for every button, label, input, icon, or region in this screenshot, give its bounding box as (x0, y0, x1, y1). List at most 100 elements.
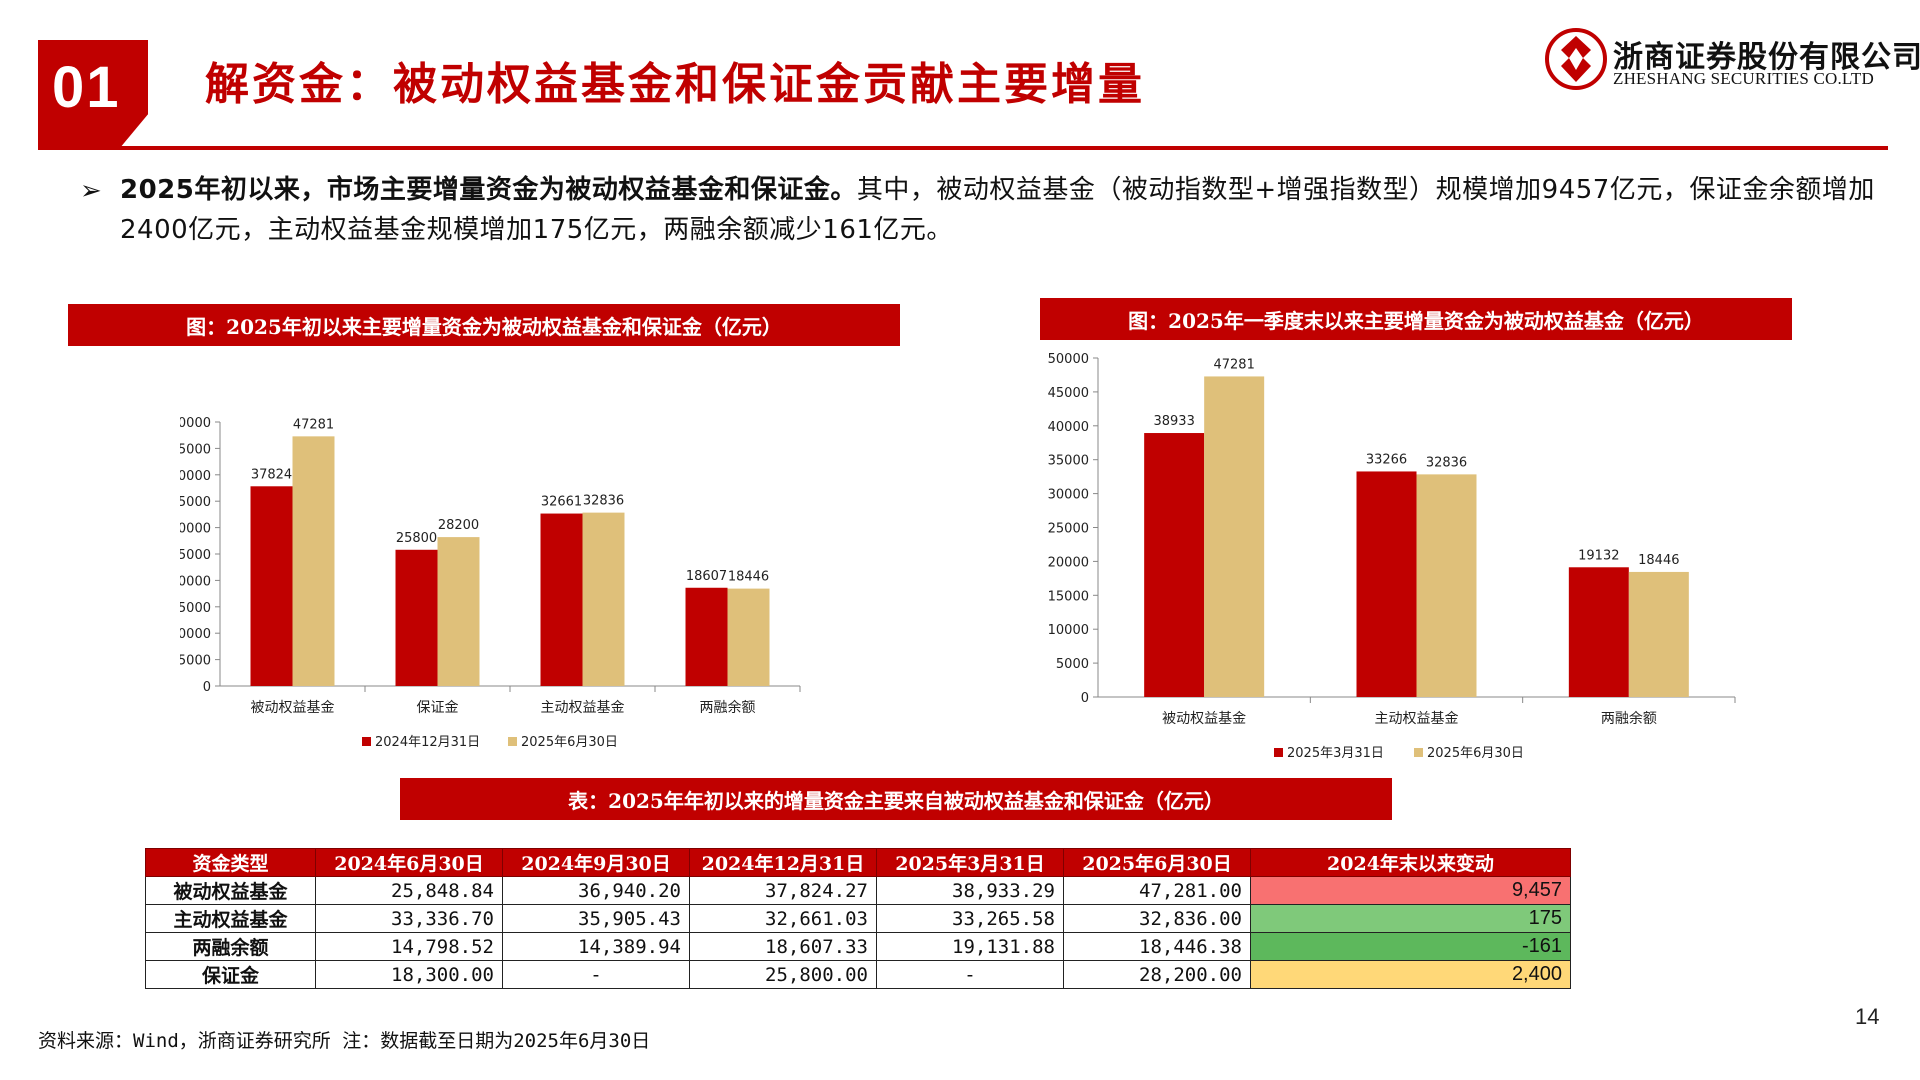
x-tick-label: 被动权益基金 (1162, 710, 1246, 727)
y-tick-label: 15000 (180, 601, 211, 616)
x-tick-label: 被动权益基金 (251, 699, 335, 716)
data-label: 18446 (1638, 553, 1679, 568)
change-cell: 9,457 (1250, 876, 1571, 905)
summary-bullet: 2025年初以来，市场主要增量资金为被动权益基金和保证金。其中，被动权益基金（被… (120, 170, 1880, 250)
y-tick-label: 25000 (1048, 522, 1089, 537)
bar (1416, 474, 1477, 697)
bar (292, 436, 335, 686)
data-label: 38933 (1153, 414, 1194, 429)
change-cell: -161 (1250, 932, 1571, 961)
table-cell: 33,265.58 (876, 904, 1064, 933)
legend-swatch (508, 737, 517, 746)
y-tick-label: 30000 (1048, 488, 1089, 503)
y-tick-label: 35000 (180, 495, 211, 510)
table-row: 保证金 18,300.00 - 25,800.00 - 28,200.00 2,… (145, 960, 1571, 989)
data-label: 47281 (1213, 357, 1254, 372)
y-tick-label: 5000 (180, 654, 211, 669)
y-tick-label: 30000 (180, 522, 211, 537)
data-label: 32661 (541, 495, 582, 510)
x-tick-label: 两融余额 (700, 699, 756, 716)
summary-bold: 2025年初以来，市场主要增量资金为被动权益基金和保证金。 (120, 175, 857, 205)
data-label: 33266 (1366, 452, 1407, 467)
table-cell: 33,336.70 (315, 904, 503, 933)
table-header-cell: 2024年末以来变动 (1250, 848, 1571, 877)
table-cell: 38,933.29 (876, 876, 1064, 905)
bullet-arrow-icon: ➢ (80, 176, 102, 206)
data-label: 18607 (686, 569, 727, 584)
data-label: 19132 (1578, 548, 1619, 563)
chart1-title: 图：2025年初以来主要增量资金为被动权益基金和保证金（亿元） (68, 304, 900, 346)
y-tick-label: 0 (203, 680, 211, 695)
bar (250, 486, 293, 686)
bar (1204, 376, 1265, 697)
y-tick-label: 40000 (180, 469, 211, 484)
table-cell: 47,281.00 (1063, 876, 1251, 905)
y-tick-label: 5000 (1056, 657, 1089, 672)
y-tick-label: 20000 (180, 574, 211, 589)
y-tick-label: 15000 (1048, 589, 1089, 604)
table-header-cell: 2025年3月31日 (876, 848, 1064, 877)
table-cell: - (876, 960, 1064, 989)
legend-label: 2025年6月30日 (521, 735, 618, 750)
table-cell: 18,300.00 (315, 960, 503, 989)
bar (1144, 433, 1205, 697)
row-name: 保证金 (145, 960, 316, 989)
table-cell: 37,824.27 (689, 876, 877, 905)
row-name: 主动权益基金 (145, 904, 316, 933)
table-cell: 19,131.88 (876, 932, 1064, 961)
table-cell: 36,940.20 (502, 876, 690, 905)
table-cell: 35,905.43 (502, 904, 690, 933)
data-label: 18446 (728, 570, 769, 585)
legend-swatch (362, 737, 371, 746)
table-cell: 14,798.52 (315, 932, 503, 961)
y-tick-label: 10000 (1048, 623, 1089, 638)
summary-text: 其中，被动权益基金（被动指数型+增强指数型）规模增加9457亿元，保证金余额增加… (120, 175, 1875, 245)
table-cell: - (502, 960, 690, 989)
data-label: 47281 (293, 417, 334, 432)
row-name: 两融余额 (145, 932, 316, 961)
y-tick-label: 45000 (1048, 386, 1089, 401)
y-tick-label: 20000 (1048, 555, 1089, 570)
chart2-title: 图：2025年一季度末以来主要增量资金为被动权益基金（亿元） (1040, 298, 1792, 340)
table-cell: 28,200.00 (1063, 960, 1251, 989)
table-row: 被动权益基金 25,848.84 36,940.20 37,824.27 38,… (145, 876, 1571, 905)
y-tick-label: 35000 (1048, 454, 1089, 469)
legend-label: 2025年6月30日 (1427, 746, 1524, 761)
x-tick-label: 主动权益基金 (1375, 710, 1459, 727)
row-name: 被动权益基金 (145, 876, 316, 905)
data-label: 37824 (251, 467, 292, 482)
change-cell: 175 (1250, 904, 1571, 933)
zheshang-logo-icon (1545, 28, 1607, 90)
bar (727, 588, 770, 686)
table-header-cell: 资金类型 (145, 848, 316, 877)
bar (1628, 571, 1689, 697)
table-title: 表：2025年年初以来的增量资金主要来自被动权益基金和保证金（亿元） (400, 778, 1392, 820)
legend-swatch (1274, 748, 1283, 757)
company-logo: 浙商证券股份有限公司 ZHESHANG SECURITIES CO.LTD (1545, 28, 1920, 92)
bar (437, 537, 480, 686)
table-cell: 32,836.00 (1063, 904, 1251, 933)
header-divider (38, 146, 1888, 150)
data-label: 25800 (396, 531, 437, 546)
logo-chinese-name: 浙商证券股份有限公司 (1613, 40, 1920, 75)
bar (685, 587, 728, 686)
legend-label: 2024年12月31日 (375, 735, 480, 750)
legend-label: 2025年3月31日 (1287, 746, 1384, 761)
bar (540, 513, 583, 686)
table-row: 两融余额 14,798.52 14,389.94 18,607.33 19,13… (145, 932, 1571, 961)
bar (582, 512, 625, 686)
table-cell: 14,389.94 (502, 932, 690, 961)
table-cell: 18,607.33 (689, 932, 877, 961)
table-header-cell: 2025年6月30日 (1063, 848, 1251, 877)
y-tick-label: 10000 (180, 627, 211, 642)
slide-number-badge: 01 (38, 40, 148, 146)
chart2-bar-chart: 0 5000 10000 15000 20000 25000 30000 35000 40000… (1048, 352, 1736, 761)
slide-number: 01 (52, 55, 121, 120)
table-cell: 32,661.03 (689, 904, 877, 933)
legend-swatch (1414, 748, 1423, 757)
data-label: 32836 (1426, 455, 1467, 470)
bar (395, 549, 438, 686)
data-label: 32836 (583, 494, 624, 509)
funds-table: 资金类型 2024年6月30日 2024年9月30日 2024年12月31日 2… (145, 848, 1571, 989)
y-tick-label: 45000 (180, 442, 211, 457)
